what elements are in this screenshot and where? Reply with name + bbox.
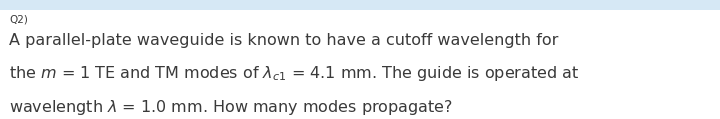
Text: Q2): Q2): [9, 14, 28, 24]
Text: the $m$ = 1 TE and TM modes of $\lambda_{c1}$ = 4.1 mm. The guide is operated at: the $m$ = 1 TE and TM modes of $\lambda_…: [9, 64, 580, 83]
Text: A parallel-plate waveguide is known to have a cutoff wavelength for: A parallel-plate waveguide is known to h…: [9, 33, 559, 48]
Text: wavelength $\lambda$ = 1.0 mm. How many modes propagate?: wavelength $\lambda$ = 1.0 mm. How many …: [9, 98, 454, 117]
FancyBboxPatch shape: [0, 0, 720, 10]
